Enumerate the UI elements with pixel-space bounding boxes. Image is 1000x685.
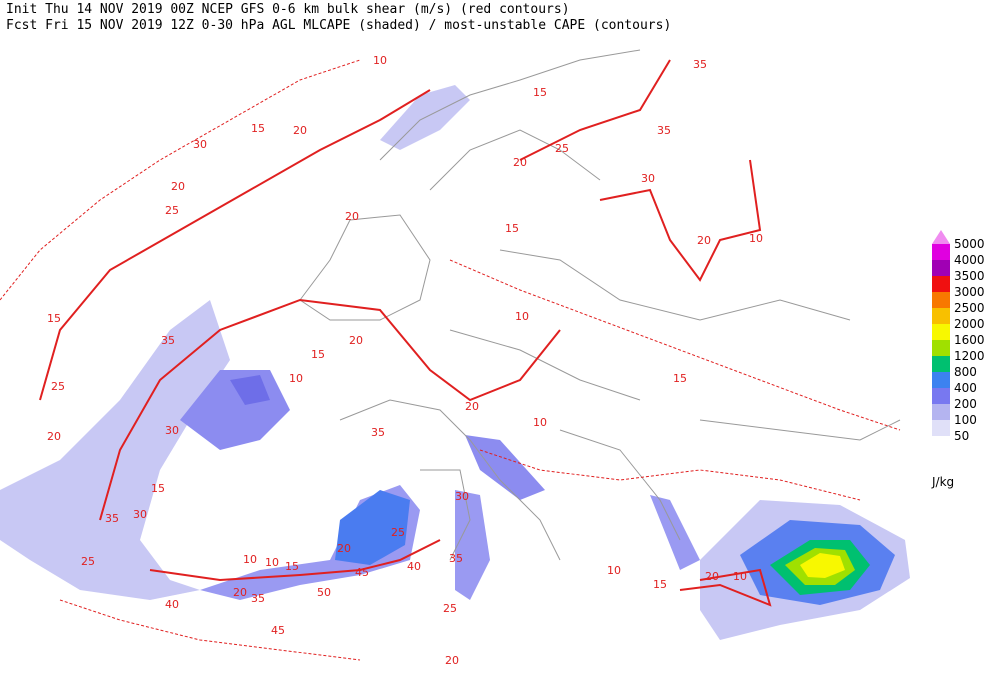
colorbar-label: 50 <box>954 429 969 443</box>
contour-label: 45 <box>271 624 285 637</box>
contour-label: 10 <box>533 416 547 429</box>
contour-label: 10 <box>607 564 621 577</box>
contour-label: 20 <box>445 654 459 667</box>
contour-label: 35 <box>449 552 463 565</box>
colorbar-arrow <box>932 230 950 244</box>
contour-label: 10 <box>373 54 387 67</box>
contour-label: 25 <box>443 602 457 615</box>
colorbar-label: 800 <box>954 365 977 379</box>
contour-label: 15 <box>47 312 61 325</box>
contour-label: 20 <box>705 570 719 583</box>
contour-label: 15 <box>151 482 165 495</box>
colorbar-box <box>932 388 950 404</box>
contour-label: 35 <box>105 512 119 525</box>
contour-label: 20 <box>349 334 363 347</box>
contour-label: 25 <box>555 142 569 155</box>
coastlines <box>299 49 901 561</box>
contour-label: 20 <box>47 430 61 443</box>
contour-label: 35 <box>693 58 707 71</box>
contour-label: 25 <box>165 204 179 217</box>
contour-label: 15 <box>673 372 687 385</box>
colorbar-label: 3000 <box>954 285 985 299</box>
contour-label: 40 <box>165 598 179 611</box>
colorbar-label: 400 <box>954 381 977 395</box>
contour-label: 35 <box>657 124 671 137</box>
contour-label: 15 <box>285 560 299 573</box>
colorbar-box <box>932 324 950 340</box>
contour-label: 10 <box>733 570 747 583</box>
contour-label: 20 <box>171 180 185 193</box>
colorbar-box <box>932 276 950 292</box>
contour-label: 30 <box>455 490 469 503</box>
contour-label: 20 <box>233 586 247 599</box>
colorbar-box <box>932 356 950 372</box>
colorbar-label: 5000 <box>954 237 985 251</box>
contour-label: 25 <box>81 555 95 568</box>
colorbar-label: 2500 <box>954 301 985 315</box>
colorbar-box <box>932 340 950 356</box>
contour-label: 25 <box>51 380 65 393</box>
contour-label: 30 <box>193 138 207 151</box>
colorbar-box <box>932 308 950 324</box>
header-line: Fcst Fri 15 NOV 2019 12Z 0-30 hPa AGL ML… <box>6 18 671 33</box>
contour-label: 20 <box>337 542 351 555</box>
contour-label: 20 <box>465 400 479 413</box>
contour-label: 15 <box>311 348 325 361</box>
map: 10 35 15 20 15 30 20 25 20 25 35 30 15 2… <box>0 49 910 667</box>
contour-label: 50 <box>317 586 331 599</box>
contour-label: 15 <box>251 122 265 135</box>
cape-shading <box>0 85 910 640</box>
contour-label: 25 <box>391 526 405 539</box>
colorbar-box <box>932 292 950 308</box>
colorbar-label: 2000 <box>954 317 985 331</box>
colorbar-label: 100 <box>954 413 977 427</box>
contour-label: 30 <box>165 424 179 437</box>
contour-label: 35 <box>251 592 265 605</box>
contour-label: 15 <box>653 578 667 591</box>
contour-label: 10 <box>289 372 303 385</box>
contour-labels: 10 35 15 20 15 30 20 25 20 25 35 30 15 2… <box>47 54 763 667</box>
contour-label: 20 <box>513 156 527 169</box>
contour-label: 20 <box>293 124 307 137</box>
colorbar-label: 200 <box>954 397 977 411</box>
contour-label: 35 <box>161 334 175 347</box>
contour-label: 10 <box>515 310 529 323</box>
contour-label: 30 <box>641 172 655 185</box>
header-line: Init Thu 14 NOV 2019 00Z NCEP GFS 0-6 km… <box>6 2 570 17</box>
colorbar-box <box>932 244 950 260</box>
legend-units: J/kg <box>931 475 954 489</box>
colorbar-label: 3500 <box>954 269 985 283</box>
contour-label: 10 <box>265 556 279 569</box>
colorbar-box <box>932 420 950 436</box>
contour-label: 45 <box>355 566 369 579</box>
contour-label: 20 <box>345 210 359 223</box>
colorbar-label: 1600 <box>954 333 985 347</box>
contour-label: 10 <box>749 232 763 245</box>
contour-label: 20 <box>697 234 711 247</box>
colorbar-box <box>932 404 950 420</box>
contour-label: 30 <box>133 508 147 521</box>
colorbar-label: 4000 <box>954 253 985 267</box>
colorbar-box <box>932 372 950 388</box>
contour-label: 35 <box>371 426 385 439</box>
contour-label: 10 <box>243 553 257 566</box>
contour-label: 15 <box>505 222 519 235</box>
contour-label: 15 <box>533 86 547 99</box>
shear-contours <box>0 59 901 661</box>
contour-label: 40 <box>407 560 421 573</box>
colorbar-label: 1200 <box>954 349 985 363</box>
colorbar-box <box>932 260 950 276</box>
colorbar: J/kg 5000 4000 3500 3000 2500 2000 1600 1200 800… <box>931 230 985 489</box>
